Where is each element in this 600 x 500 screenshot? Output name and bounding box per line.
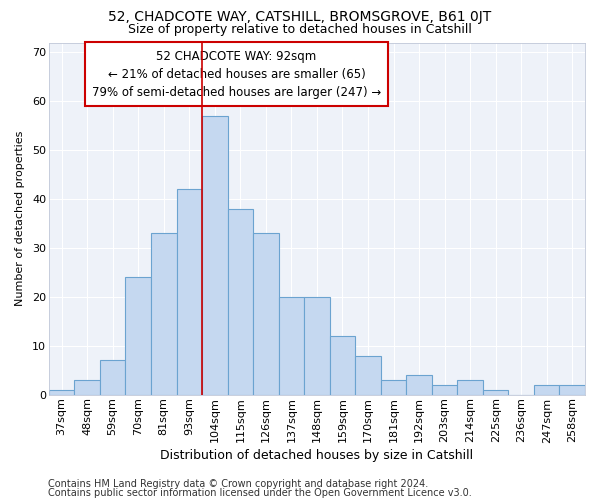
Text: 52, CHADCOTE WAY, CATSHILL, BROMSGROVE, B61 0JT: 52, CHADCOTE WAY, CATSHILL, BROMSGROVE, …	[109, 10, 491, 24]
Bar	[202, 116, 227, 394]
Bar	[432, 385, 457, 394]
Bar	[304, 297, 329, 394]
Bar	[278, 297, 304, 394]
Bar	[457, 380, 483, 394]
Bar	[49, 390, 74, 394]
Text: Contains public sector information licensed under the Open Government Licence v3: Contains public sector information licen…	[48, 488, 472, 498]
Bar	[253, 233, 278, 394]
X-axis label: Distribution of detached houses by size in Catshill: Distribution of detached houses by size …	[160, 450, 473, 462]
Bar	[176, 189, 202, 394]
Bar	[74, 380, 100, 394]
Bar	[100, 360, 125, 394]
Bar	[227, 209, 253, 394]
Bar	[125, 278, 151, 394]
Bar	[329, 336, 355, 394]
Text: Size of property relative to detached houses in Catshill: Size of property relative to detached ho…	[128, 22, 472, 36]
Bar	[483, 390, 508, 394]
Bar	[406, 375, 432, 394]
Bar	[559, 385, 585, 394]
Bar	[355, 356, 381, 395]
Y-axis label: Number of detached properties: Number of detached properties	[15, 131, 25, 306]
Bar	[151, 233, 176, 394]
Bar	[381, 380, 406, 394]
Text: Contains HM Land Registry data © Crown copyright and database right 2024.: Contains HM Land Registry data © Crown c…	[48, 479, 428, 489]
Bar	[534, 385, 559, 394]
Text: 52 CHADCOTE WAY: 92sqm
← 21% of detached houses are smaller (65)
79% of semi-det: 52 CHADCOTE WAY: 92sqm ← 21% of detached…	[92, 50, 381, 98]
